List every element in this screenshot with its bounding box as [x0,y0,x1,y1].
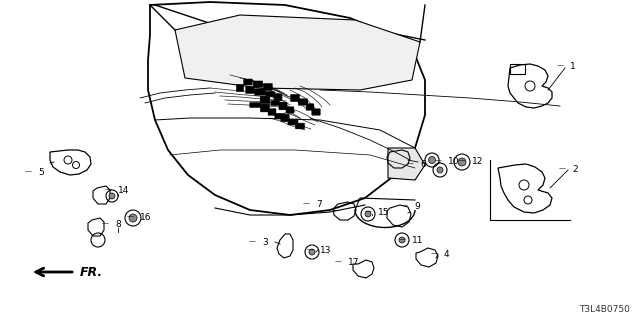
FancyBboxPatch shape [312,109,320,115]
Text: —: — [365,208,371,214]
Circle shape [64,156,72,164]
Circle shape [129,214,137,222]
FancyBboxPatch shape [255,89,266,95]
Text: —: — [557,62,563,68]
FancyBboxPatch shape [286,107,294,113]
Text: 16: 16 [140,213,152,222]
FancyBboxPatch shape [244,79,252,85]
Text: 17: 17 [348,258,360,267]
Circle shape [458,158,466,166]
FancyBboxPatch shape [274,94,282,100]
FancyBboxPatch shape [291,94,300,102]
FancyBboxPatch shape [298,99,308,105]
FancyBboxPatch shape [236,84,244,92]
Text: FR.: FR. [80,266,103,278]
Text: 15: 15 [378,208,390,217]
FancyBboxPatch shape [260,96,270,104]
Circle shape [365,211,371,217]
Text: —: — [307,246,314,252]
Circle shape [429,156,435,164]
Text: —: — [303,200,310,206]
Circle shape [524,196,532,204]
Text: —: — [248,238,255,244]
Circle shape [309,249,315,255]
Circle shape [437,167,443,173]
Text: 10: 10 [448,157,460,166]
FancyBboxPatch shape [275,113,285,119]
Text: 7: 7 [316,200,322,209]
FancyBboxPatch shape [288,119,298,125]
Text: 13: 13 [320,246,332,255]
FancyBboxPatch shape [295,123,305,129]
Text: 14: 14 [118,186,129,195]
FancyBboxPatch shape [250,102,260,108]
Text: 1: 1 [570,62,576,71]
Circle shape [109,193,115,199]
Text: —: — [431,250,438,256]
Text: —: — [401,202,408,208]
Text: 11: 11 [412,236,424,245]
FancyBboxPatch shape [281,114,289,122]
Text: 9: 9 [414,202,420,211]
Text: —: — [458,157,465,163]
Text: T3L4B0750: T3L4B0750 [579,305,630,314]
Text: —: — [335,258,342,264]
Text: 4: 4 [444,250,450,259]
Text: 8: 8 [115,220,121,229]
Text: —: — [104,186,111,192]
Text: —: — [406,160,413,166]
FancyBboxPatch shape [266,92,275,97]
Circle shape [525,81,535,91]
Text: —: — [127,213,134,219]
FancyBboxPatch shape [306,104,314,110]
FancyBboxPatch shape [271,100,279,106]
Polygon shape [388,148,425,180]
Text: —: — [102,220,109,226]
Text: —: — [559,165,566,171]
Circle shape [72,162,79,169]
FancyBboxPatch shape [253,81,263,87]
Circle shape [399,237,405,243]
Text: 6: 6 [420,160,426,169]
Text: —: — [399,236,406,242]
FancyBboxPatch shape [260,104,269,112]
Circle shape [519,180,529,190]
FancyBboxPatch shape [279,102,287,110]
Text: 3: 3 [262,238,268,247]
Text: 12: 12 [472,157,483,166]
FancyBboxPatch shape [264,84,273,91]
Text: —: — [24,168,31,174]
Text: 2: 2 [572,165,578,174]
FancyBboxPatch shape [268,109,276,115]
Polygon shape [175,15,420,90]
Text: —: — [435,157,442,163]
Text: 5: 5 [38,168,44,177]
FancyBboxPatch shape [246,86,254,93]
